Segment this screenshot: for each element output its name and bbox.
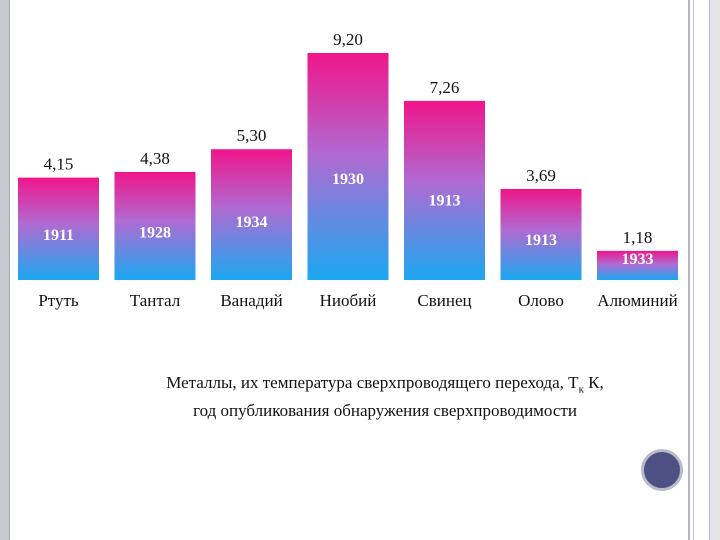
bar-5 — [404, 100, 485, 280]
value-label-3: 5,30 — [237, 126, 267, 145]
slide-frame-right — [688, 0, 690, 540]
bar-6 — [500, 188, 582, 280]
value-label-4: 9,20 — [333, 30, 363, 49]
bar-2 — [114, 171, 196, 280]
caption-line-2: год опубликования обнаружения сверхпрово… — [193, 401, 577, 421]
year-label-2: 1928 — [139, 224, 171, 241]
year-label-6: 1913 — [525, 232, 557, 249]
bar-7 — [597, 250, 678, 280]
category-label-5: Свинец — [417, 291, 471, 310]
circle-nav-icon[interactable] — [641, 449, 683, 491]
year-label-3: 1934 — [236, 214, 268, 231]
category-label-3: Ванадий — [220, 291, 282, 310]
value-label-5: 7,26 — [430, 78, 460, 97]
value-label-7: 1,18 — [623, 228, 653, 247]
slide-frame-right-line — [693, 0, 694, 540]
chart-caption: Металлы, их температура сверхпроводящего… — [100, 372, 670, 422]
slide-frame-left — [0, 0, 10, 540]
year-label-5: 1913 — [429, 192, 461, 209]
caption-line-1: Металлы, их температура сверхпроводящего… — [166, 373, 604, 396]
slide-frame-right-edge — [709, 0, 720, 540]
year-label-4: 1930 — [332, 171, 364, 188]
category-label-7: Алюминий — [597, 291, 677, 310]
category-label-4: Ниобий — [320, 291, 377, 310]
category-label-1: Ртуть — [38, 291, 79, 310]
value-label-6: 3,69 — [526, 166, 556, 185]
category-label-2: Тантал — [130, 291, 181, 310]
year-label-1: 1911 — [43, 227, 74, 244]
bar-1 — [18, 177, 99, 280]
category-label-6: Олово — [518, 291, 564, 310]
bar-4 — [307, 53, 389, 280]
bar-3 — [211, 149, 292, 280]
year-label-7: 1933 — [622, 251, 654, 268]
value-label-2: 4,38 — [140, 149, 170, 168]
value-label-1: 4,15 — [44, 155, 74, 174]
